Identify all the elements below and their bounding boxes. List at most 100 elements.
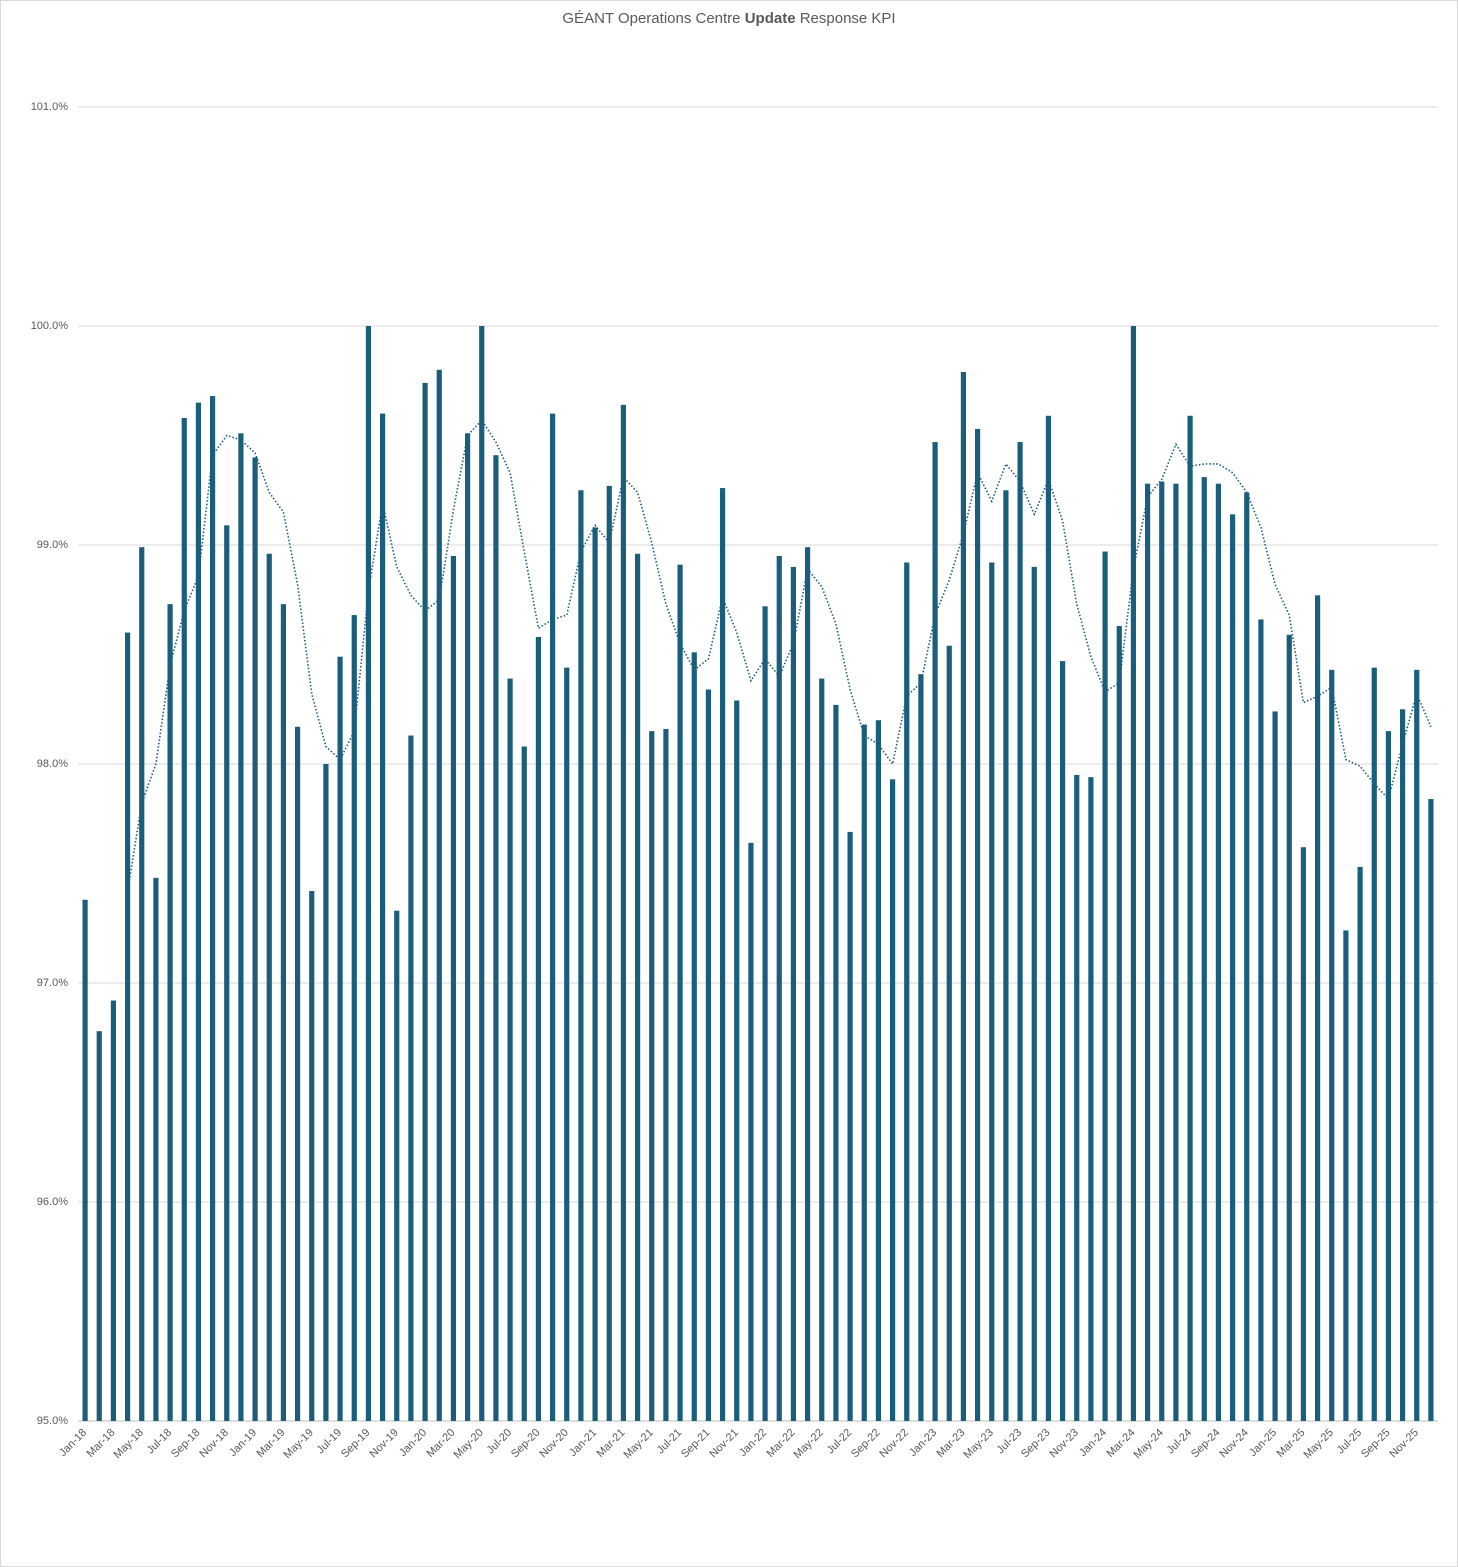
bar [691, 652, 697, 1421]
bar [564, 667, 570, 1421]
bar [1130, 326, 1137, 1421]
bar [294, 726, 301, 1421]
bar [1215, 483, 1222, 1421]
bar [1414, 669, 1420, 1421]
bar [918, 674, 924, 1421]
bar [266, 553, 272, 1421]
bar [323, 764, 329, 1421]
bar [705, 689, 712, 1421]
bar [847, 831, 853, 1421]
bar [464, 433, 471, 1421]
bar [932, 442, 938, 1421]
bar [436, 369, 442, 1421]
bar [620, 404, 627, 1422]
bar [280, 604, 287, 1421]
bar [748, 842, 754, 1421]
bar [238, 433, 244, 1421]
bar [153, 877, 159, 1421]
bar [1272, 711, 1278, 1421]
bar [1088, 777, 1094, 1421]
bar [379, 413, 386, 1422]
bar [1159, 481, 1165, 1421]
bar [1371, 667, 1377, 1421]
bar [889, 779, 896, 1421]
bar [209, 396, 216, 1422]
bar [1116, 626, 1122, 1421]
bar [535, 636, 542, 1421]
bar [1003, 490, 1009, 1421]
bar [677, 564, 683, 1421]
bar [1229, 514, 1236, 1421]
bar [974, 428, 981, 1421]
bar [960, 371, 967, 1421]
bar [139, 547, 145, 1421]
bar [224, 525, 230, 1421]
bar [663, 728, 669, 1421]
bar [776, 555, 782, 1421]
bar [1173, 483, 1179, 1421]
bar [1286, 634, 1292, 1421]
title-part: Update [745, 10, 796, 27]
bar [82, 899, 88, 1421]
bar [606, 485, 612, 1421]
bar [1059, 661, 1066, 1421]
bar [408, 735, 414, 1421]
bar [804, 547, 811, 1421]
bar [762, 606, 768, 1421]
y-tick-label: 101.0% [31, 101, 69, 113]
title-part: Response KPI [796, 10, 896, 27]
y-tick-label: 98.0% [37, 758, 68, 770]
bar [592, 527, 598, 1421]
bar [1314, 595, 1321, 1421]
bar [450, 555, 457, 1421]
y-tick-label: 100.0% [31, 320, 69, 332]
bar [904, 562, 910, 1421]
bar [819, 678, 825, 1421]
bar [521, 746, 527, 1421]
trend-line [126, 418, 1432, 892]
bar [110, 1000, 117, 1421]
bar [479, 326, 485, 1421]
bar [1428, 799, 1434, 1421]
title-part: GÉANT Operations Centre [562, 10, 744, 27]
bar [1045, 415, 1052, 1421]
bar [1031, 566, 1037, 1421]
bar [1399, 709, 1406, 1421]
bar [309, 891, 315, 1421]
bar [1017, 442, 1023, 1421]
bar [507, 678, 513, 1421]
bar [790, 566, 797, 1421]
bar [1144, 483, 1151, 1421]
bar [875, 720, 882, 1421]
bar [1357, 866, 1363, 1421]
bar [989, 562, 995, 1421]
bar [549, 413, 556, 1422]
y-tick-label: 96.0% [37, 1196, 68, 1208]
chart-title: GÉANT Operations Centre Update Response … [562, 10, 895, 27]
bar [394, 910, 400, 1421]
bar [493, 455, 499, 1422]
bar [578, 490, 584, 1421]
bar [734, 700, 740, 1421]
bar [1385, 731, 1392, 1421]
bar [833, 704, 839, 1421]
bar [634, 553, 641, 1421]
bar [861, 724, 867, 1421]
bar [946, 645, 952, 1421]
bar [1300, 847, 1307, 1421]
bar [337, 656, 343, 1421]
bar [1258, 619, 1264, 1421]
bar [351, 615, 357, 1421]
bar [1102, 551, 1108, 1421]
bar [96, 1031, 102, 1421]
bar [167, 604, 173, 1421]
bar [124, 632, 131, 1421]
bar [649, 731, 655, 1421]
bar [1187, 415, 1193, 1421]
bar [1329, 669, 1335, 1421]
bar [719, 488, 726, 1421]
bar [1201, 477, 1207, 1421]
bar [365, 326, 372, 1421]
